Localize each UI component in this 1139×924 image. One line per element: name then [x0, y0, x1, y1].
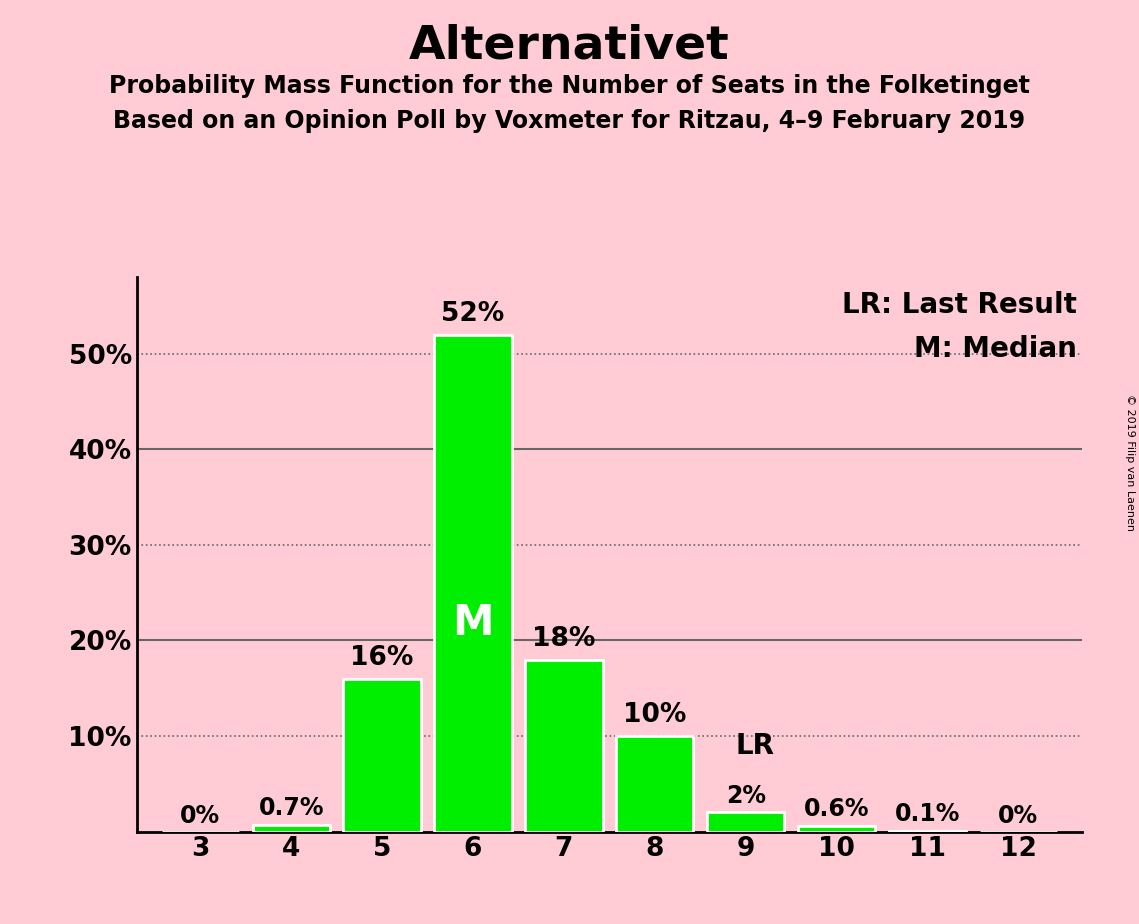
Bar — [888, 831, 966, 832]
Bar — [434, 334, 511, 832]
Text: 0%: 0% — [180, 804, 220, 828]
Text: Based on an Opinion Poll by Voxmeter for Ritzau, 4–9 February 2019: Based on an Opinion Poll by Voxmeter for… — [114, 109, 1025, 133]
Text: 52%: 52% — [442, 301, 505, 327]
Text: 2%: 2% — [726, 784, 765, 808]
Text: LR: LR — [736, 732, 775, 760]
Bar — [616, 736, 694, 832]
Text: 0.1%: 0.1% — [895, 802, 960, 826]
Bar — [344, 678, 420, 832]
Text: © 2019 Filip van Laenen: © 2019 Filip van Laenen — [1125, 394, 1134, 530]
Text: 10%: 10% — [623, 702, 687, 728]
Bar — [525, 660, 603, 832]
Text: Probability Mass Function for the Number of Seats in the Folketinget: Probability Mass Function for the Number… — [109, 74, 1030, 98]
Bar — [707, 812, 785, 832]
Text: M: M — [452, 602, 494, 644]
Bar — [798, 826, 875, 832]
Text: 0.6%: 0.6% — [804, 797, 869, 821]
Text: Alternativet: Alternativet — [409, 23, 730, 68]
Text: 0%: 0% — [999, 804, 1039, 828]
Text: 18%: 18% — [532, 626, 596, 652]
Text: M: Median: M: Median — [915, 335, 1077, 363]
Text: 16%: 16% — [351, 645, 413, 671]
Text: LR: Last Result: LR: Last Result — [843, 291, 1077, 319]
Text: 0.7%: 0.7% — [259, 796, 323, 821]
Bar — [253, 825, 330, 832]
